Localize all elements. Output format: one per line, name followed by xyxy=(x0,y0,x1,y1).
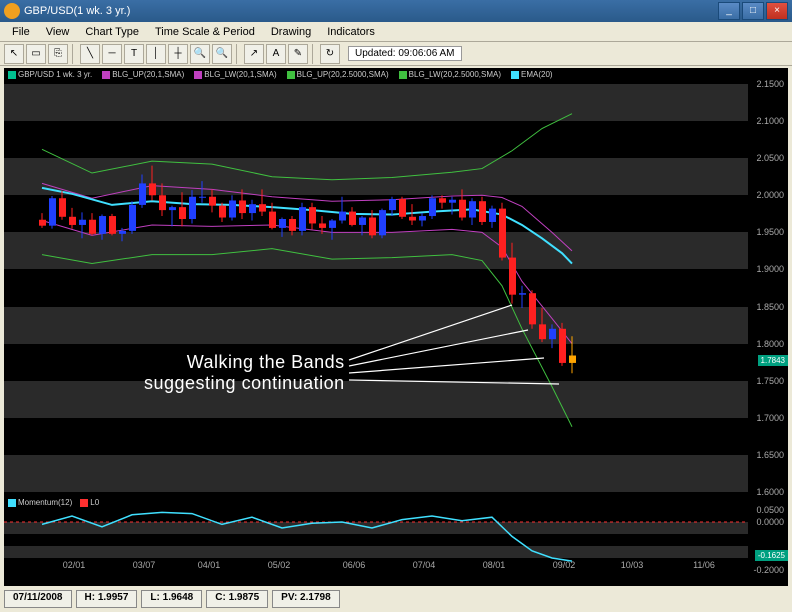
tool-vline-icon[interactable]: │ xyxy=(146,44,166,64)
menu-chart-type[interactable]: Chart Type xyxy=(77,24,147,40)
tool-pen-icon[interactable]: ✎ xyxy=(288,44,308,64)
status-bar: 07/11/2008 H: 1.9957 L: 1.9648 C: 1.9875… xyxy=(4,590,340,608)
chart-area[interactable]: GBP/USD 1 wk. 3 yr.BLG_UP(20,1,SMA)BLG_L… xyxy=(4,68,788,586)
toolbar: ↖ ▭ ⎘ ╲ ─ T │ ┼ 🔍 🔍 ↗ A ✎ ↻ Updated: 09:… xyxy=(0,42,792,66)
menu-drawing[interactable]: Drawing xyxy=(263,24,319,40)
app-icon xyxy=(4,3,20,19)
tool-rect-icon[interactable]: ▭ xyxy=(26,44,46,64)
menu-time-scale[interactable]: Time Scale & Period xyxy=(147,24,263,40)
minimize-button[interactable]: _ xyxy=(718,2,740,20)
tool-copy-icon[interactable]: ⎘ xyxy=(48,44,68,64)
tool-zoomin-icon[interactable]: 🔍 xyxy=(190,44,210,64)
menu-view[interactable]: View xyxy=(38,24,78,40)
chart-legend: GBP/USD 1 wk. 3 yr.BLG_UP(20,1,SMA)BLG_L… xyxy=(8,70,553,79)
tool-line-icon[interactable]: ╲ xyxy=(80,44,100,64)
tool-refresh-icon[interactable]: ↻ xyxy=(320,44,340,64)
status-pv: PV: 2.1798 xyxy=(272,590,339,608)
annotation-text: Walking the Bandssuggesting continuation xyxy=(144,352,345,394)
status-low: L: 1.9648 xyxy=(141,590,202,608)
menu-indicators[interactable]: Indicators xyxy=(319,24,383,40)
status-date: 07/11/2008 xyxy=(4,590,72,608)
tool-zoomout-icon[interactable]: 🔍 xyxy=(212,44,232,64)
tool-text-icon[interactable]: T xyxy=(124,44,144,64)
tool-cross-icon[interactable]: ┼ xyxy=(168,44,188,64)
maximize-button[interactable]: □ xyxy=(742,2,764,20)
status-high: H: 1.9957 xyxy=(76,590,138,608)
tool-hline-icon[interactable]: ─ xyxy=(102,44,122,64)
tool-arrow-icon[interactable]: ↖ xyxy=(4,44,24,64)
updated-label: Updated: 09:06:06 AM xyxy=(348,46,462,61)
window-titlebar: GBP/USD(1 wk. 3 yr.) _ □ × xyxy=(0,0,792,22)
price-marker: 1.7843 xyxy=(758,355,788,366)
window-title: GBP/USD(1 wk. 3 yr.) xyxy=(24,5,718,17)
status-close: C: 1.9875 xyxy=(206,590,268,608)
menu-file[interactable]: File xyxy=(4,24,38,40)
tool-cursor-icon[interactable]: ↗ xyxy=(244,44,264,64)
tool-a-icon[interactable]: A xyxy=(266,44,286,64)
x-axis: 02/0103/0704/0105/0206/0607/0408/0109/02… xyxy=(4,558,748,570)
close-button[interactable]: × xyxy=(766,2,788,20)
y-axis: 2.15002.10002.05002.00001.95001.90001.85… xyxy=(748,84,788,492)
menu-bar: File View Chart Type Time Scale & Period… xyxy=(0,22,792,42)
main-chart xyxy=(4,84,748,492)
